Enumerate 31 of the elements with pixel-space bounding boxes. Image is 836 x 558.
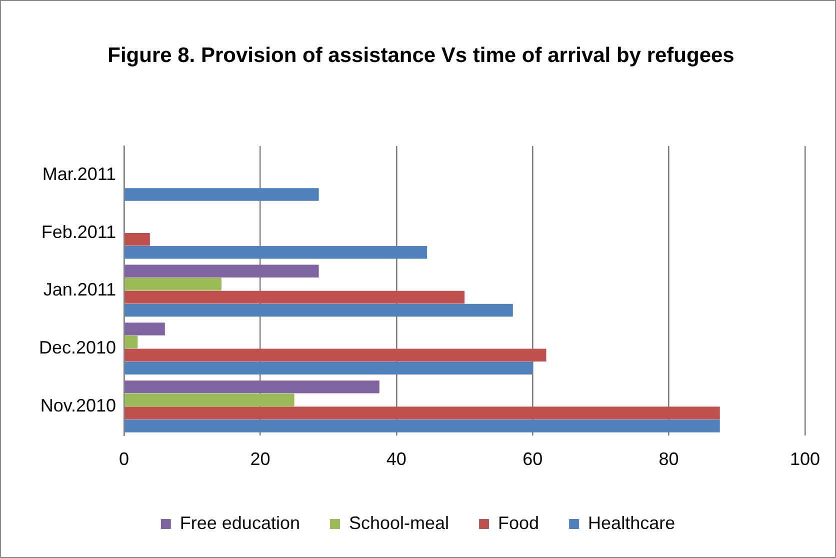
y-tick-label: Dec.2010 [38, 338, 116, 358]
x-tick-label: 80 [658, 449, 679, 470]
bar [124, 264, 319, 278]
chart-title: Figure 8. Provision of assistance Vs time of arrival by refugees [106, 43, 736, 69]
bar [124, 362, 533, 374]
y-tick-label: Nov.2010 [40, 395, 116, 416]
bar [124, 406, 720, 420]
x-tick-label: 40 [386, 449, 406, 470]
y-tick-label: Feb.2011 [41, 222, 116, 242]
x-tick-label: 20 [250, 449, 270, 470]
x-tick-label: 100 [790, 449, 820, 470]
legend-label: Healthcare [588, 512, 676, 533]
bar [124, 380, 380, 394]
bar [124, 336, 138, 348]
y-tick-label: Mar.2011 [42, 164, 116, 184]
bar [124, 246, 428, 259]
y-tick-label: Jan.2011 [43, 280, 116, 300]
x-tick-label: 0 [119, 449, 130, 470]
legend-label: Free education [180, 512, 300, 533]
legend-label: Food [498, 512, 540, 533]
bar [124, 322, 165, 336]
bar [124, 290, 465, 304]
bar [124, 348, 546, 362]
bar [124, 394, 294, 406]
bar [124, 420, 720, 432]
legend-label: School-meal [348, 512, 450, 533]
bar [124, 232, 150, 246]
bar [124, 278, 222, 291]
bar [124, 304, 513, 317]
bar [124, 188, 319, 201]
x-tick-label: 60 [522, 449, 543, 470]
